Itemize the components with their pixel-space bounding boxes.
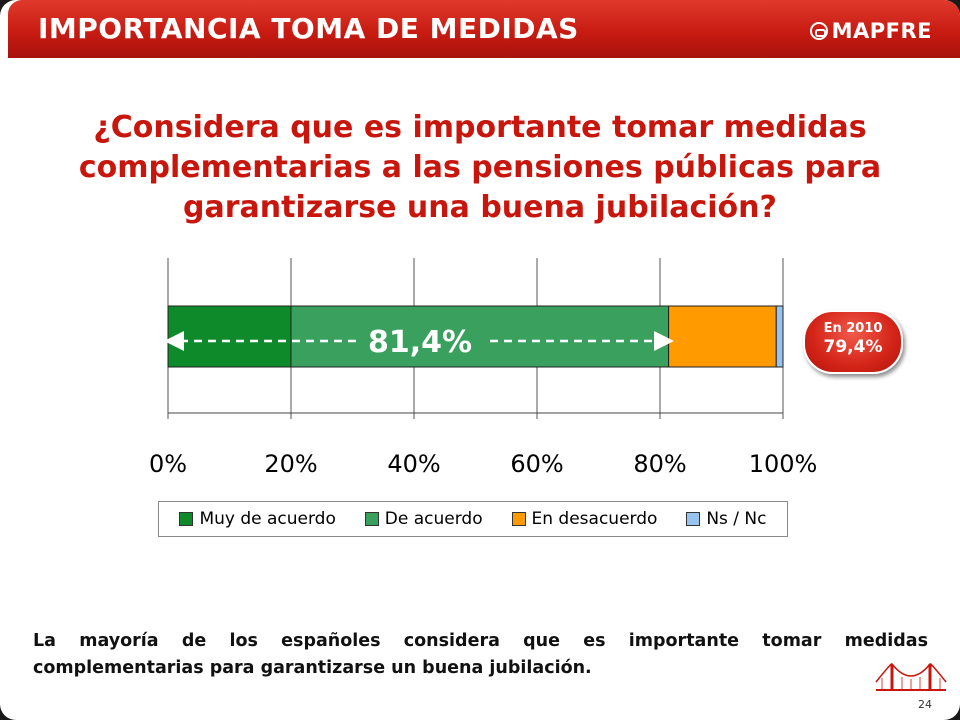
bar-segment-en-desacuerdo [668, 305, 777, 368]
x-tick-label: 80% [633, 450, 686, 478]
legend-swatch-de-acuerdo [364, 512, 379, 526]
bar-segment-de-acuerdo [290, 305, 670, 368]
badge-year-label: En 2010 [823, 321, 883, 336]
badge-value: 79,4% [823, 337, 883, 357]
bar-segment-muy-de-acuerdo [167, 305, 292, 368]
legend-label: Ns / Nc [706, 509, 767, 529]
page-title: IMPORTANCIA TOMA DE MEDIDAS [38, 12, 579, 45]
legend-label: De acuerdo [384, 509, 483, 529]
chart-legend: Muy de acuerdo De acuerdo En desacuerdo … [158, 501, 788, 537]
comparison-badge-2010: En 2010 79,4% [803, 310, 903, 374]
bar-segment-ns-nc [775, 305, 784, 368]
mapfre-logo-text: MAPFRE [831, 19, 932, 43]
annotation-label: 81,4% [368, 325, 472, 360]
x-tick-label: 0% [149, 450, 187, 478]
legend-item-de-acuerdo: De acuerdo [364, 509, 483, 529]
legend-item-ns-nc: Ns / Nc [686, 509, 767, 529]
x-tick-label: 20% [264, 450, 317, 478]
summary-text: La mayoría de los españoles considera qu… [33, 631, 928, 678]
mapfre-logo: MAPFRE [809, 19, 932, 43]
legend-label: Muy de acuerdo [199, 509, 336, 529]
legend-item-en-desacuerdo: En desacuerdo [511, 509, 658, 529]
legend-swatch-muy-de-acuerdo [179, 512, 194, 526]
x-tick-label: 60% [510, 450, 563, 478]
legend-swatch-ns-nc [686, 512, 701, 526]
page-number: 24 [918, 698, 932, 711]
question-heading: ¿Considera que es importante tomar medid… [78, 110, 882, 225]
legend-item-muy-de-acuerdo: Muy de acuerdo [179, 509, 336, 529]
x-tick-label: 40% [387, 450, 440, 478]
x-tick-label: 100% [749, 450, 818, 478]
legend-swatch-en-desacuerdo [511, 512, 526, 526]
bridge-logo-icon [875, 663, 947, 691]
mapfre-logo-icon [809, 22, 828, 40]
legend-label: En desacuerdo [531, 509, 658, 529]
header-bar: IMPORTANCIA TOMA DE MEDIDAS MAPFRE [8, 0, 960, 58]
